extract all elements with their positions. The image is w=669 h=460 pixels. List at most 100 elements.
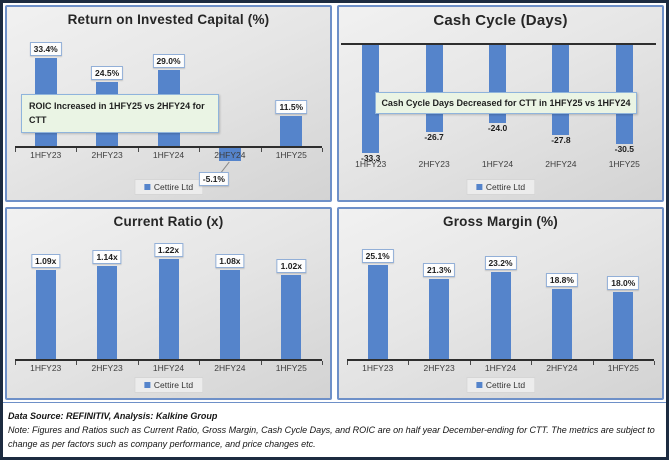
value-label: -24.0 xyxy=(487,123,508,133)
bar-1HFY25 xyxy=(281,275,302,359)
category-label: 1HFY23 xyxy=(362,363,394,373)
chart-roic: 1HFY23 33.4% 2HFY23 24.5% 1HFY24 29.0% 2HFY24 -… xyxy=(5,5,332,202)
axis-line xyxy=(15,146,322,148)
legend-label: Cettire Ltd xyxy=(153,380,194,390)
value-label: 1.22x xyxy=(153,242,184,257)
category-label: 2HFY24 xyxy=(545,159,577,169)
cash-cycle-chart-title: Cash Cycle (Days) xyxy=(433,12,568,29)
category-label: 1HFY23 xyxy=(30,150,62,160)
bar-1HFY24 xyxy=(490,272,511,359)
value-label: 1.08x xyxy=(215,254,245,269)
category-label: 2HFY24 xyxy=(546,363,578,373)
value-label: 1.09x xyxy=(31,253,61,268)
category-label: 1HFY25 xyxy=(275,150,307,160)
bar-1HFY25 xyxy=(613,291,634,359)
cash-cycle-annotation-callout: Cash Cycle Days Decreased for CTT in 1HF… xyxy=(375,92,637,115)
legend-swatch-icon xyxy=(143,382,150,388)
category-label: 1HFY24 xyxy=(484,363,517,373)
current-ratio-plot-area: 1HFY23 1.09x 2HFY23 1.14x 1HFY24 1.22x 2HFY24 1… xyxy=(7,209,330,398)
category-label: 2HFY23 xyxy=(91,363,123,373)
bar-1HFY23 xyxy=(35,269,56,359)
value-label: -26.7 xyxy=(424,131,444,142)
value-label: -33.3 xyxy=(361,153,381,164)
value-label: 11.5% xyxy=(275,99,308,114)
chart-current-ratio: 1HFY23 1.09x 2HFY23 1.14x 1HFY24 1.22x 2HFY24 1… xyxy=(5,207,332,400)
category-label: 2HFY24 xyxy=(214,363,246,373)
bar-2HFY23 xyxy=(425,45,443,132)
bar-1HFY24 xyxy=(158,258,179,359)
chart-gross-margin: 1HFY23 25.1% 2HFY23 21.3% 1HFY24 23.2% 2HFY24 1… xyxy=(337,207,664,400)
value-label: 18.0% xyxy=(607,275,640,290)
category-label: 1HFY24 xyxy=(152,150,185,160)
axis-tick xyxy=(592,361,594,365)
note-line: Note: Figures and Ratios such as Current… xyxy=(8,424,655,449)
category-label: 1HFY24 xyxy=(481,159,514,169)
value-label: 18.8% xyxy=(545,272,578,287)
value-label: 25.1% xyxy=(361,249,394,264)
category-label: 1HFY23 xyxy=(355,159,387,169)
value-label: 29.0% xyxy=(152,53,185,68)
value-label: 1.14x xyxy=(92,249,122,264)
axis-tick xyxy=(531,361,533,365)
axis-line xyxy=(15,359,322,361)
legend-swatch-icon xyxy=(143,184,150,190)
axis-tick xyxy=(199,148,201,152)
axis-tick xyxy=(76,148,78,152)
legend-swatch-icon xyxy=(475,184,482,190)
axis-tick xyxy=(347,361,348,365)
axis-tick xyxy=(260,361,262,365)
axis-tick xyxy=(199,361,201,365)
bar-2HFY24 xyxy=(552,45,570,136)
bar-2HFY23 xyxy=(97,265,118,359)
category-label: 2HFY23 xyxy=(91,150,123,160)
gross-margin-chart-title: Gross Margin (%) xyxy=(443,214,558,229)
roic-legend: Cettire Ltd xyxy=(133,179,204,195)
data-source-line: Data Source: REFINITIV, Analysis: Kalkin… xyxy=(8,411,218,421)
axis-tick xyxy=(15,361,16,365)
roic-plot-area: 1HFY23 33.4% 2HFY23 24.5% 1HFY24 29.0% 2HFY24 -… xyxy=(7,7,330,200)
legend-label: Cettire Ltd xyxy=(153,182,194,192)
bar-2HFY24 xyxy=(219,270,240,359)
legend-label: Cettire Ltd xyxy=(485,182,526,192)
bar-1HFY23 xyxy=(367,265,388,359)
category-label: 1HFY23 xyxy=(30,363,62,373)
bar-2HFY24 xyxy=(551,288,572,359)
axis-tick xyxy=(260,148,262,152)
value-label: -5.1% xyxy=(198,172,229,187)
category-label: 1HFY25 xyxy=(275,363,307,373)
value-label: 1.02x xyxy=(276,259,306,274)
cash-cycle-legend: Cettire Ltd xyxy=(465,179,536,195)
value-label: 21.3% xyxy=(423,263,456,278)
axis-tick xyxy=(76,361,78,365)
axis-tick xyxy=(322,361,323,365)
axis-line xyxy=(341,43,656,45)
axis-tick xyxy=(137,361,139,365)
bar-1HFY25 xyxy=(280,115,303,146)
axis-tick xyxy=(408,361,410,365)
category-label: 2HFY24 xyxy=(214,150,246,160)
axis-tick xyxy=(322,148,323,152)
axis-tick xyxy=(654,361,655,365)
value-label: -30.5 xyxy=(614,144,634,155)
axis-line xyxy=(347,359,654,361)
current-ratio-legend: Cettire Ltd xyxy=(133,377,204,393)
footer-notes: Data Source: REFINITIV, Analysis: Kalkin… xyxy=(3,402,666,457)
roic-annotation-callout: ROIC Increased in 1HFY25 vs 2HFY24 for C… xyxy=(21,94,219,133)
legend-swatch-icon xyxy=(475,382,482,388)
bar-2HFY23 xyxy=(429,279,450,359)
value-label: 24.5% xyxy=(91,65,124,80)
category-label: 1HFY24 xyxy=(152,363,185,373)
charts-grid: 1HFY23 33.4% 2HFY23 24.5% 1HFY24 29.0% 2HFY24 -… xyxy=(3,3,666,402)
roic-chart-title: Return on Invested Capital (%) xyxy=(67,12,270,27)
gross-margin-plot-area: 1HFY23 25.1% 2HFY23 21.3% 1HFY24 23.2% 2HFY24 1… xyxy=(339,209,662,398)
value-label: 23.2% xyxy=(484,256,517,271)
gross-margin-legend: Cettire Ltd xyxy=(465,377,536,393)
value-label: -27.8 xyxy=(551,135,571,146)
value-label: 33.4% xyxy=(29,42,62,57)
axis-tick xyxy=(15,148,16,152)
current-ratio-chart-title: Current Ratio (x) xyxy=(113,214,224,229)
legend-label: Cettire Ltd xyxy=(485,380,526,390)
axis-tick xyxy=(137,148,139,152)
category-label: 2HFY23 xyxy=(423,363,455,373)
